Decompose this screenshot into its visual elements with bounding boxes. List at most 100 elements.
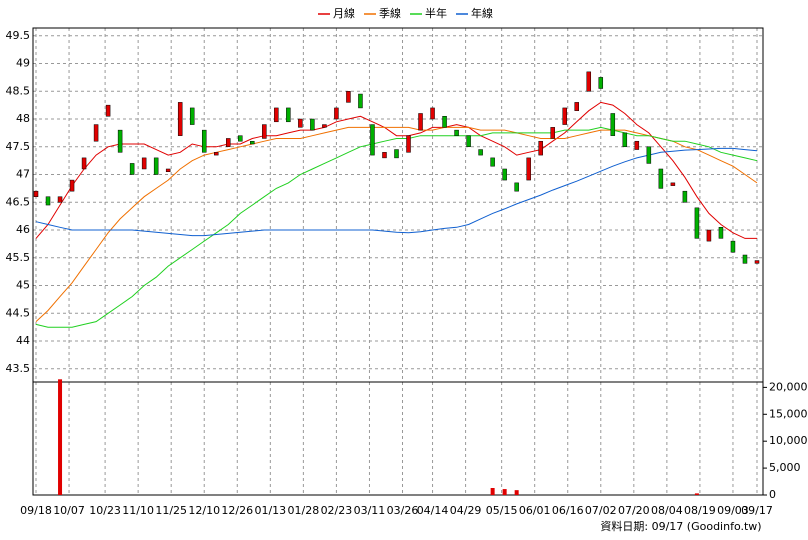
candle-body <box>310 118 315 131</box>
ma-line <box>35 147 758 237</box>
x-tick-label: 09/18 <box>20 504 52 517</box>
y-tick-label: 46 <box>16 223 30 236</box>
candle-body <box>610 113 616 136</box>
y-tick-label: 46.5 <box>6 195 31 208</box>
x-tick-label: 02/23 <box>321 504 353 517</box>
candle-body <box>718 227 724 239</box>
candle-body <box>250 140 255 145</box>
y2-tick-label: 10,000 <box>769 434 808 447</box>
candle-body <box>129 163 135 175</box>
legend-label: 月線 <box>333 6 355 20</box>
candle-body <box>322 124 327 128</box>
candle-body <box>742 254 748 264</box>
y-tick-label: 48 <box>16 112 30 125</box>
candle-body <box>189 107 195 125</box>
y-tick-label: 43.5 <box>6 362 31 375</box>
candle-body <box>598 77 604 89</box>
candle-body <box>214 152 219 156</box>
x-tick-label: 12/26 <box>221 504 253 517</box>
y-tick-label: 45.5 <box>6 251 31 264</box>
candle-body <box>514 182 519 192</box>
legend-label: 季線 <box>379 6 401 20</box>
candle-body <box>562 107 567 125</box>
candle-body <box>442 116 447 128</box>
x-tick-label: 04/14 <box>417 504 449 517</box>
volume-bar <box>490 488 495 495</box>
candle-body <box>466 135 471 148</box>
candle-body <box>141 157 147 170</box>
candle-body <box>478 149 483 156</box>
candle-body <box>274 107 279 123</box>
candle-body <box>730 240 736 253</box>
x-tick-label: 07/20 <box>618 504 650 517</box>
candle-body <box>670 182 676 186</box>
x-tick-label: 11/25 <box>155 504 187 517</box>
candle-body <box>153 157 159 175</box>
candle-body <box>526 157 531 181</box>
x-tick-label: 09/03 <box>717 504 749 517</box>
x-tick-label: 10/07 <box>53 504 85 517</box>
candle-body <box>706 229 712 242</box>
candle-body <box>538 140 543 156</box>
x-tick-label: 03/11 <box>354 504 386 517</box>
y-tick-label: 45 <box>16 279 30 292</box>
y-tick-label: 47 <box>16 168 30 181</box>
candle-body <box>430 107 435 120</box>
x-tick-label: 10/23 <box>89 504 121 517</box>
candle-body <box>502 168 507 181</box>
x-tick-label: 04/29 <box>450 504 482 517</box>
candle-body <box>754 260 760 264</box>
legend-label: 半年 <box>425 6 447 20</box>
candle-body <box>658 168 664 189</box>
volume-bar <box>694 493 699 495</box>
legend-label: 年線 <box>471 6 493 20</box>
volume-bar <box>58 379 63 495</box>
x-tick-label: 11/10 <box>122 504 154 517</box>
candle-body <box>358 93 363 109</box>
x-tick-label: 12/10 <box>188 504 220 517</box>
footnote: 資料日期: 09/17 (Goodinfo.tw) <box>600 519 761 533</box>
x-tick-label: 08/04 <box>651 504 683 517</box>
x-tick-label: 07/02 <box>585 504 617 517</box>
x-tick-label: 08/19 <box>684 504 716 517</box>
candle-body <box>177 102 183 136</box>
candle-body <box>418 113 423 131</box>
volume-bar <box>502 489 507 495</box>
y-tick-label: 44 <box>16 334 30 347</box>
candle-body <box>394 149 399 159</box>
candle-body <box>634 140 640 150</box>
y-tick-label: 49.5 <box>6 29 31 42</box>
candle-body <box>298 118 303 128</box>
candle-body <box>262 124 267 139</box>
candle-body <box>201 129 207 153</box>
candle-body <box>694 207 700 239</box>
candle-body <box>81 157 87 170</box>
ma-line <box>35 101 757 239</box>
candle-body <box>622 132 628 148</box>
x-tick-label: 01/28 <box>288 504 320 517</box>
candle-body <box>574 102 579 111</box>
x-tick-label: 06/16 <box>552 504 584 517</box>
candle-body <box>117 129 123 153</box>
ma-line <box>35 126 758 322</box>
y-tick-label: 49 <box>16 57 30 70</box>
x-tick-label: 09/17 <box>741 504 773 517</box>
volume-bar <box>514 490 519 495</box>
candle-body <box>454 129 459 136</box>
candle-body <box>406 135 411 153</box>
candle-body <box>370 124 375 156</box>
x-tick-label: 05/15 <box>486 504 518 517</box>
candle-body <box>238 135 243 142</box>
y-tick-label: 47.5 <box>6 140 31 153</box>
y2-tick-label: 15,000 <box>769 407 808 420</box>
candle-body <box>382 152 387 159</box>
candle-body <box>490 157 495 167</box>
candle-body <box>646 146 652 164</box>
ma-line <box>35 126 758 328</box>
y-tick-label: 48.5 <box>6 84 31 97</box>
candle-body <box>586 71 592 92</box>
plot-background <box>33 28 763 495</box>
y2-tick-label: 5,000 <box>769 461 801 474</box>
y2-tick-label: 0 <box>769 488 776 501</box>
